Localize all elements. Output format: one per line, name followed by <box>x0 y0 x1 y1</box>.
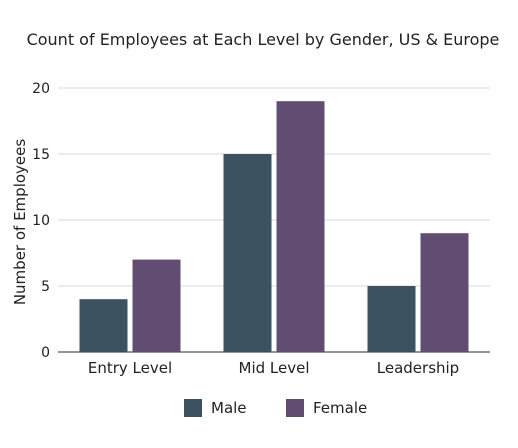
legend-swatch-male <box>184 399 202 417</box>
legend-label-male: Male <box>211 399 247 417</box>
x-tick-label: Leadership <box>377 359 459 377</box>
x-tick-label: Entry Level <box>88 359 172 377</box>
grid-lines <box>58 87 490 353</box>
legend: Male Female <box>184 399 367 417</box>
category-labels: Entry Level Mid Level Leadership <box>88 359 459 377</box>
x-tick-label: Mid Level <box>239 359 310 377</box>
y-tick-label: 15 <box>32 147 50 163</box>
chart-title: Count of Employees at Each Level by Gend… <box>27 30 500 49</box>
y-axis-label: Number of Employees <box>11 139 29 306</box>
bar-female-entry-level <box>132 259 181 352</box>
y-tick-label: 20 <box>32 81 50 97</box>
bar-male-leadership <box>367 286 416 352</box>
bars <box>79 101 469 352</box>
bar-male-entry-level <box>79 299 128 352</box>
bar-female-leadership <box>420 233 469 352</box>
legend-label-female: Female <box>313 399 367 417</box>
y-tick-label: 0 <box>41 345 50 361</box>
y-tick-label: 10 <box>32 213 50 229</box>
bar-male-mid-level <box>223 154 272 352</box>
y-tick-label: 5 <box>41 279 50 295</box>
bar-female-mid-level <box>276 101 325 352</box>
legend-swatch-female <box>286 399 304 417</box>
y-tick-labels: 0 5 10 15 20 <box>32 81 50 361</box>
